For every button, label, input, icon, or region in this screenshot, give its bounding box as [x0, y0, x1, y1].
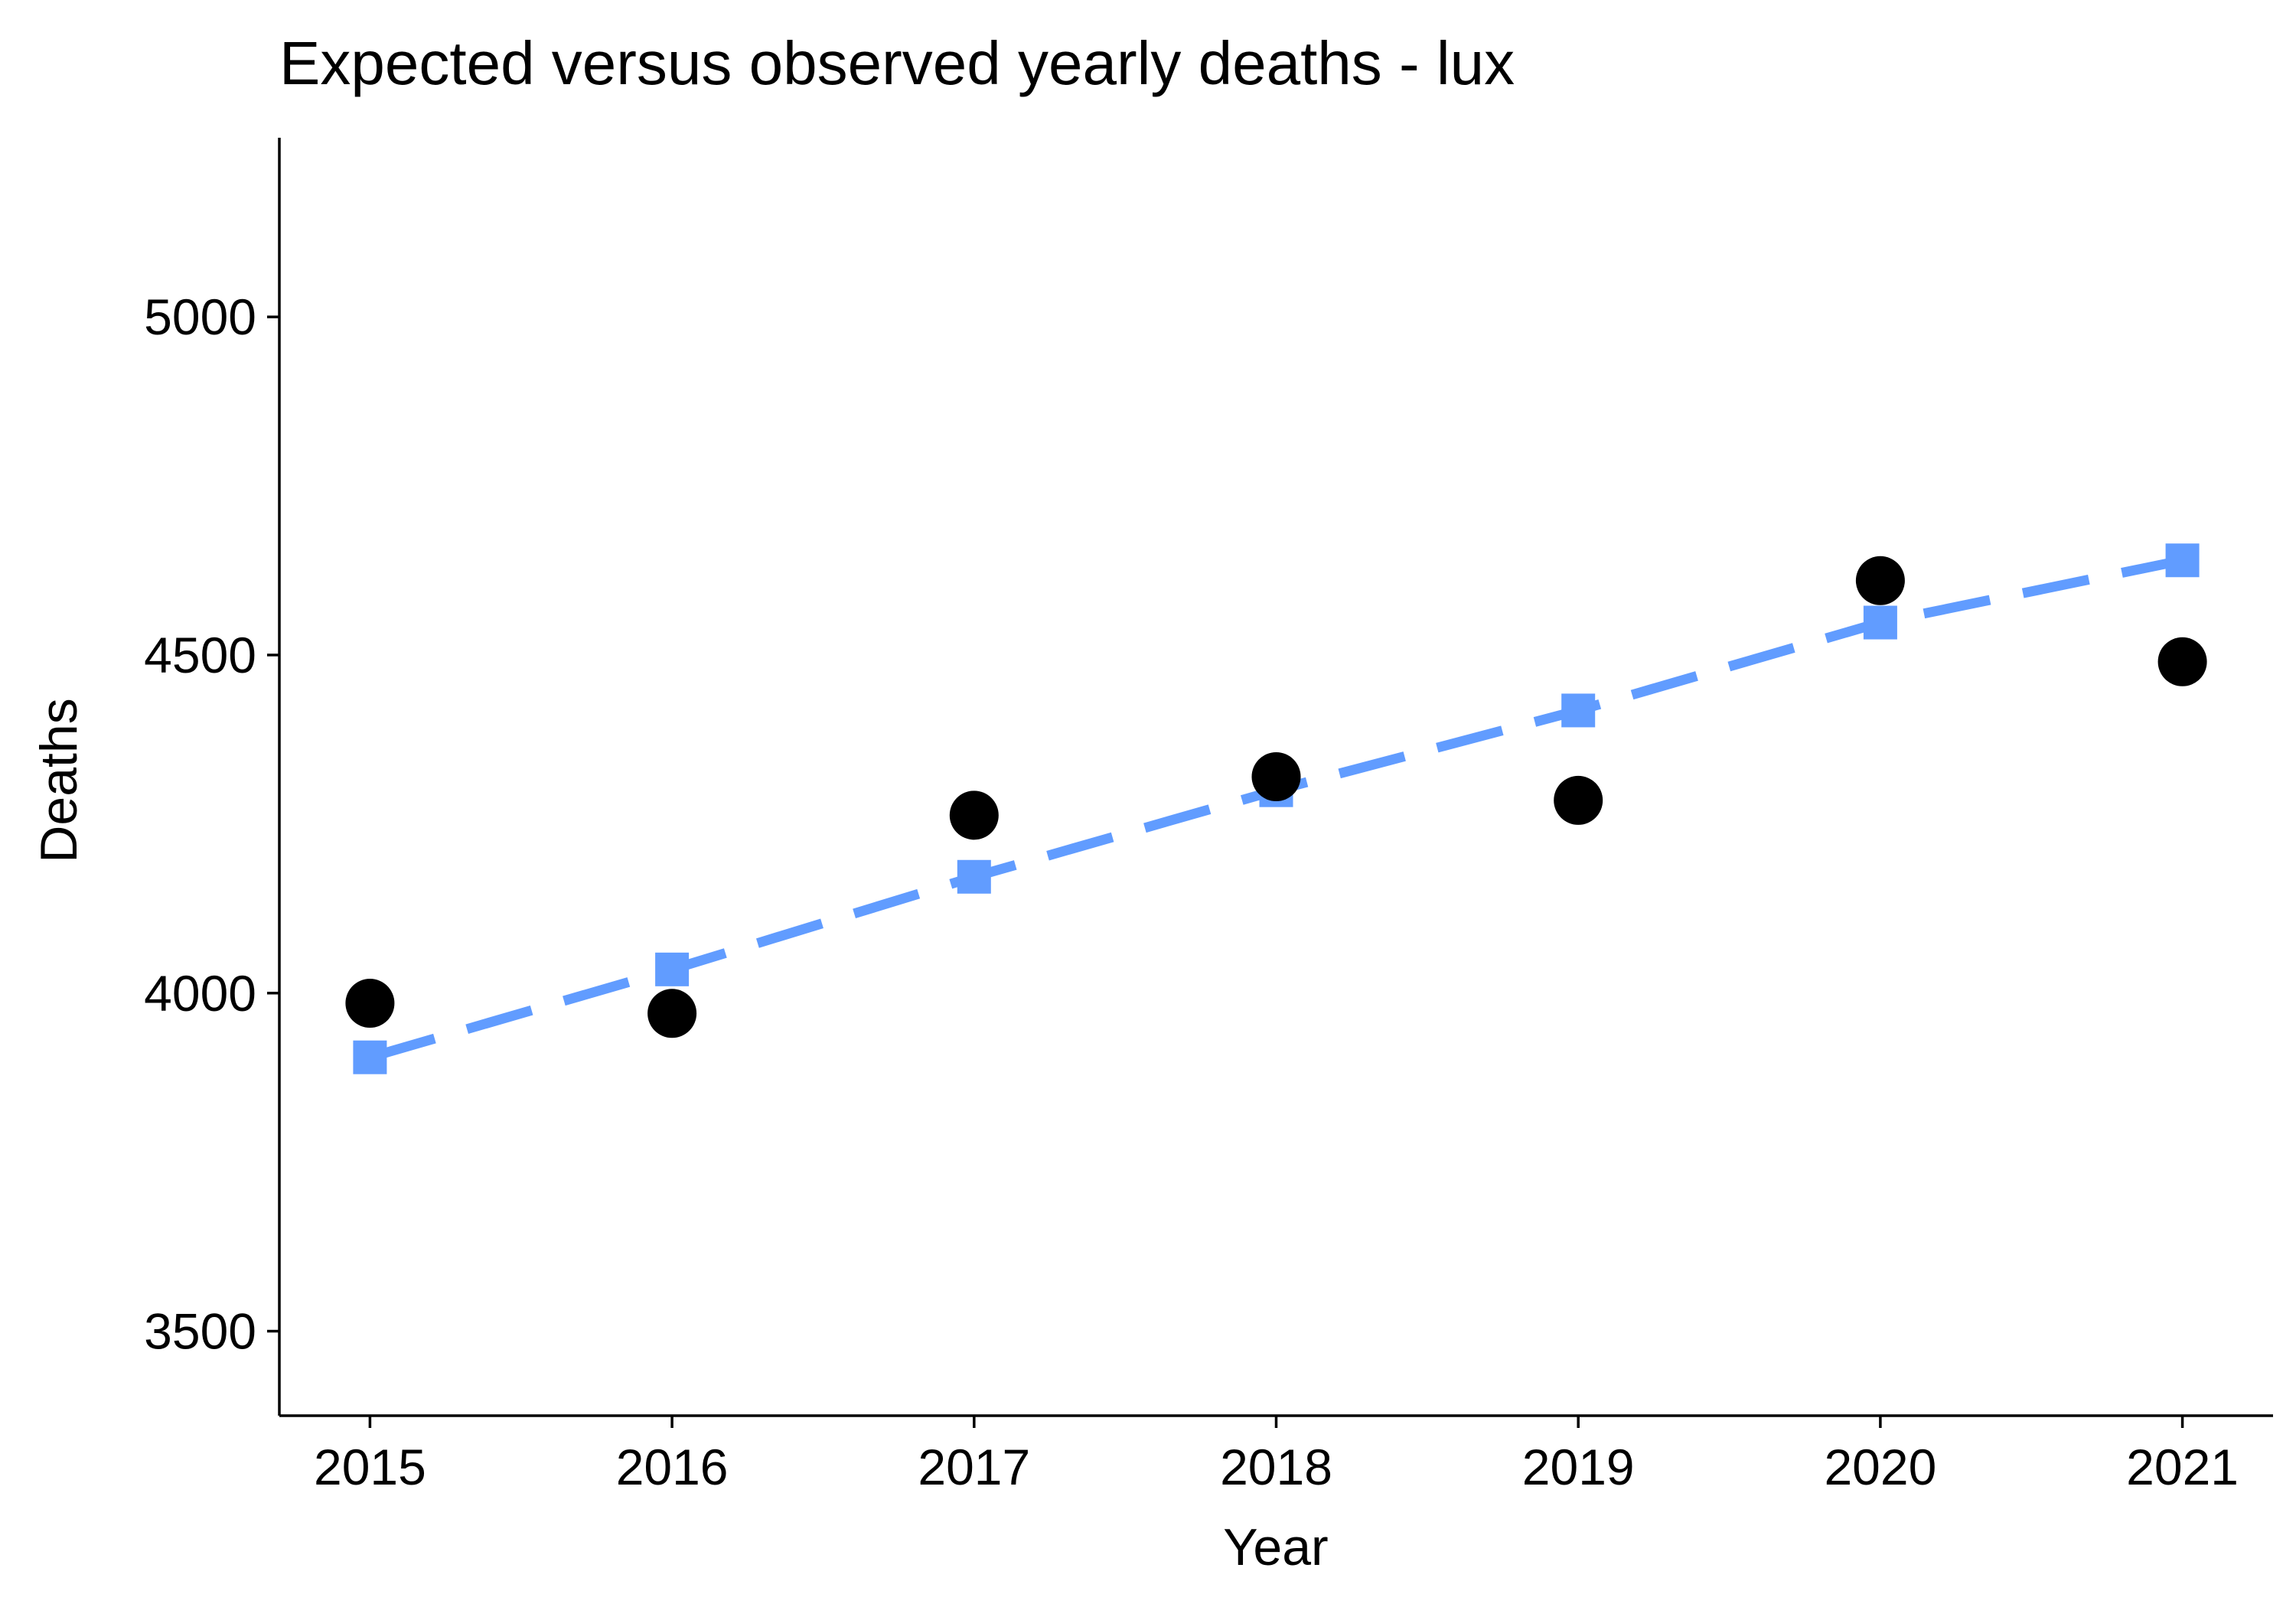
chart-title: Expected versus observed yearly deaths -…	[279, 29, 1515, 97]
x-tick-label: 2015	[314, 1439, 426, 1495]
y-tick-label: 3500	[144, 1303, 256, 1360]
expected-series-line	[368, 555, 2183, 1062]
expected-point	[2165, 543, 2200, 578]
plot-area: 3500 4000 4500 5000 2015 2016 2017 2018 2019 2020…	[144, 138, 2273, 1495]
y-axis-title: Deaths	[30, 698, 88, 862]
x-tick-label: 2016	[616, 1439, 729, 1495]
x-tick-label: 2021	[2126, 1439, 2239, 1495]
x-tick-label: 2020	[1824, 1439, 1936, 1495]
y-tick-label: 4500	[144, 627, 256, 683]
observed-point	[1855, 556, 1905, 605]
observed-point	[2157, 637, 2207, 686]
observed-point	[345, 979, 395, 1028]
expected-point	[353, 1040, 387, 1074]
x-tick-label: 2017	[918, 1439, 1030, 1495]
expected-point	[1863, 605, 1897, 640]
expected-point	[655, 952, 690, 986]
x-axis-title: Year	[1223, 1518, 1328, 1576]
y-tick-label: 4000	[144, 965, 256, 1022]
observed-point	[1251, 752, 1301, 801]
x-tick-label: 2018	[1220, 1439, 1332, 1495]
expected-point	[1561, 693, 1596, 728]
observed-point	[949, 790, 999, 840]
observed-point	[1554, 775, 1603, 825]
y-tick-label: 5000	[144, 288, 256, 345]
x-tick-label: 2019	[1522, 1439, 1635, 1495]
observed-point	[647, 989, 697, 1038]
expected-point	[957, 859, 991, 894]
